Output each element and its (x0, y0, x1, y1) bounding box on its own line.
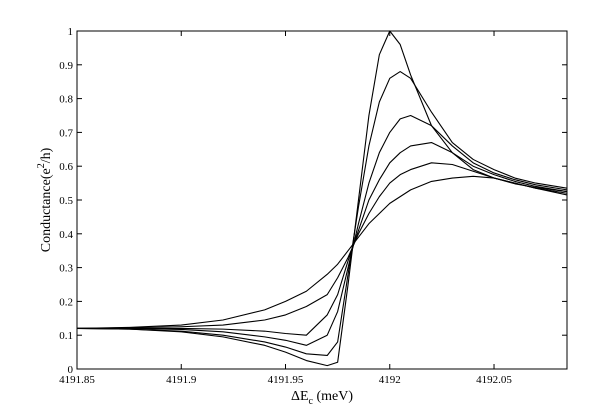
y-tick-label: 0.2 (59, 296, 73, 308)
series-line (76, 71, 568, 357)
x-tick-label: 4191.85 (59, 374, 95, 386)
x-axis-label: ΔEc (meV) (291, 389, 353, 407)
series-line (77, 141, 568, 336)
y-tick-label: 0.9 (59, 60, 73, 72)
x-label-main: ΔE (291, 389, 309, 404)
series-line (76, 30, 568, 367)
y-label-main: Conductance(e (39, 168, 54, 252)
y-tick-label: 0.5 (59, 195, 73, 207)
plot-frame (76, 30, 568, 370)
y-label-rest: /h) (39, 147, 54, 163)
x-label-rest: (meV) (313, 389, 353, 404)
y-axis-label: Conductance(e2/h) (36, 147, 54, 252)
series-line (76, 162, 568, 329)
x-tick-label: 4191.95 (268, 374, 304, 386)
series-line (76, 175, 568, 329)
y-tick-label: 0.8 (59, 94, 73, 106)
y-tick-label: 0.1 (59, 330, 73, 342)
x-tick-label: 4192 (379, 374, 401, 386)
y-tick-label: 0.4 (59, 229, 73, 241)
x-label-sub: c (309, 396, 314, 407)
y-tick-label: 0.6 (59, 161, 73, 173)
y-label-sup: 2 (36, 163, 47, 168)
y-tick-label: 1 (68, 26, 74, 38)
x-tick-label: 4192.05 (476, 374, 512, 386)
x-tick-label: 4191.9 (166, 374, 197, 386)
y-tick-label: 0.7 (59, 127, 73, 139)
y-tick-label: 0.3 (59, 263, 73, 275)
series-line (77, 114, 568, 346)
y-tick-label: 0 (68, 364, 74, 376)
